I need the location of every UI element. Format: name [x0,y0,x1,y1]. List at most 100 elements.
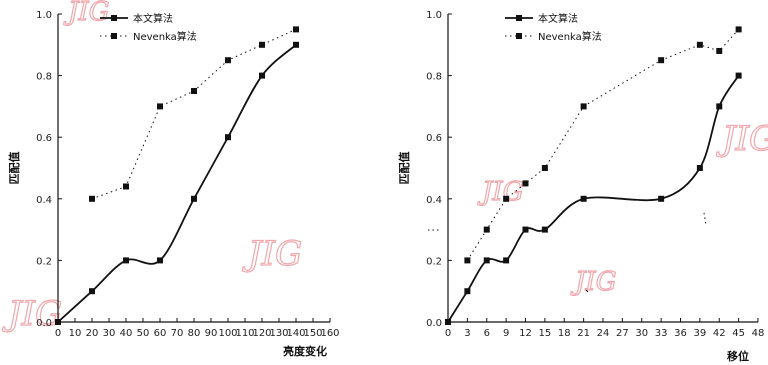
x-tick-label: 9 [503,328,509,339]
x-tick-label: 30 [103,328,116,339]
y-tick-label: 0.8 [36,72,52,83]
legend-marker [516,33,522,39]
x-tick-label: 18 [558,328,571,339]
data-point-nevenka [483,226,490,233]
data-point-nevenka [293,26,299,33]
data-point-ours [735,72,742,79]
data-point-ours [464,288,471,295]
y-tick-label: 0.6 [426,133,442,144]
x-tick-label: 27 [616,328,629,339]
x-axis-label: 亮度变化 [283,344,327,358]
y-tick-label: 0.0 [36,318,52,329]
data-point-ours [483,257,490,264]
y-axis-label: 匹配值 [7,152,21,185]
x-tick-label: 90 [205,328,218,339]
data-point-nevenka [735,26,742,33]
chart-shift: 0.00.20.40.60.81.00 3 6 9 12 15 18 21 24 27 30 33 36… [397,10,764,363]
stray-mark [703,212,707,226]
data-point-ours [123,257,129,264]
watermark: JIG [63,0,109,27]
y-tick-label: 0.2 [426,256,442,267]
x-tick-label: 140 [286,328,305,339]
data-point-ours [445,319,451,325]
data-point-ours [580,195,587,202]
data-point-nevenka [541,165,548,171]
data-point-ours [541,226,548,233]
series-line-nevenka [466,29,739,261]
chart-brightness: 0.0 0.2 0.4 0.6 0.8 1.0 0 10 20 30 40 50 60 70 80 90 100… [7,10,340,358]
x-tick-label: 33 [655,328,668,339]
y-tick-label: 0.4 [426,195,442,206]
data-point-nevenka [123,183,129,190]
x-tick-label: 100 [218,328,237,339]
data-point-ours [157,257,163,264]
watermark: JIG [570,267,616,297]
x-tick-label: 36 [674,328,687,339]
y-axis-label: 匹配值 [397,152,411,185]
data-point-ours [716,103,723,110]
x-axis-label: 移位 [727,349,749,363]
x-tick-label: 48 [752,328,765,339]
data-point-ours [522,226,529,233]
data-point-nevenka [89,195,95,202]
x-tick-label: 80 [188,328,201,339]
y-tick-label: 1.0 [36,10,52,21]
stray-marks [428,212,707,293]
data-point-nevenka [464,257,471,264]
watermark: JIG [2,294,62,334]
y-tick-label: 0.2 [36,256,52,267]
data-point-nevenka [259,41,265,48]
legend-label: 本文算法 [538,12,578,25]
x-tick-label: 110 [235,328,254,339]
x-tick-label: 10 [69,328,82,339]
x-tick-label: 3 [464,328,470,339]
watermark: JIG [477,177,523,207]
data-point-nevenka [696,41,703,48]
x-tick-label: 20 [86,328,99,339]
legend-marker [516,15,522,21]
data-point-ours [696,165,703,171]
data-point-nevenka [522,180,529,187]
data-point-ours [55,319,61,325]
x-tick-label: 120 [252,328,271,339]
x-tick-label: 24 [597,328,610,339]
stray-mark [585,289,589,293]
x-tick-label: 30 [635,328,648,339]
y-tick-label: 1.0 [426,10,442,21]
x-tick-label: 12 [519,328,532,339]
x-tick-label: 50 [137,328,150,339]
x-tick-label: 130 [269,328,288,339]
x-tick-label: 0 [445,328,451,339]
legend-marker [111,33,117,39]
data-point-nevenka [191,88,197,94]
x-tick-label: 6 [484,328,490,339]
data-point-nevenka [503,195,510,202]
data-point-ours [293,41,299,48]
x-tick-label: 0 [55,328,61,339]
x-tick-label: 160 [320,328,339,339]
watermark: JIG [242,234,302,274]
data-point-nevenka [225,57,231,64]
x-tick-label: 21 [577,328,590,339]
legend-label: 本文算法 [133,12,173,25]
data-point-ours [225,134,231,141]
watermarks: JIG JIG JIG JIG JIG JIG [1,0,768,335]
data-point-ours [503,257,510,264]
y-tick-label: 0.0 [426,318,442,329]
legend-marker [111,15,117,21]
data-point-nevenka [580,103,587,110]
data-point-nevenka [716,47,723,54]
y-tick-label: 0.6 [36,133,52,144]
data-point-nevenka [658,57,665,64]
x-tick-label: 39 [694,328,707,339]
y-tick-label: 0.8 [426,72,442,83]
y-tick-label: 0.4 [36,195,52,206]
data-point-ours [658,195,665,202]
watermark: JIG [716,119,768,159]
x-tick-label: 45 [732,328,745,339]
data-point-nevenka [157,103,163,110]
x-tick-label: 42 [713,328,726,339]
legend-label: Nevenka算法 [133,30,197,43]
x-tick-label: 150 [303,328,322,339]
